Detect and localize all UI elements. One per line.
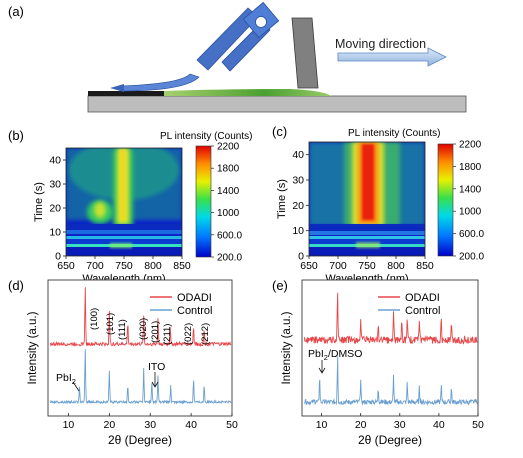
panel-a: (a) Moving direction [8, 1, 467, 113]
x-tick-label: 20 [355, 419, 367, 431]
wet-film [164, 89, 332, 96]
x-tick-label: 50 [226, 419, 238, 431]
heatmap-c [309, 142, 425, 256]
y-tick-label: 40 [49, 155, 61, 167]
peak-labels-d: (100) (101) (111) (020) (201) (211) (022… [89, 308, 211, 345]
axis-e: 10 20 30 40 50 2θ (Degree) Intensity (a.u.) [281, 311, 484, 447]
peak-label-020: (020) [138, 318, 149, 340]
colorbar-tick-label: 1000 [459, 207, 482, 218]
annotation-pbi2-d: PbI2 [56, 372, 76, 386]
y-axis-label: Intensity (a.u.) [27, 311, 39, 384]
colorbar-tick-label: 2200 [217, 142, 240, 153]
y-tick-label: 20 [292, 200, 304, 212]
x-tick-label: 800 [387, 260, 405, 272]
panel-e: (e) ODADI Control PbI2/DMSO 10 20 30 40 50 2θ… [272, 278, 484, 447]
x-tick-label: 10 [63, 419, 75, 431]
heatmap-b [66, 148, 182, 256]
panel-b-label: (b) [8, 128, 24, 143]
y-tick-label: 10 [292, 225, 304, 237]
y-tick-label: 20 [49, 203, 61, 215]
x-tick-label: 850 [173, 260, 191, 272]
xrd-plot-e [303, 292, 478, 407]
colorbar-c-ticks: 2200 1800 1400 1000 600.0 200.0 [453, 140, 484, 263]
x-tick-label: 650 [57, 260, 75, 272]
x-tick-label: 50 [472, 419, 484, 431]
x-tick-label: 650 [300, 260, 318, 272]
x-tick-label: 800 [144, 260, 162, 272]
x-tick-label: 700 [86, 260, 104, 272]
y-tick-label: 10 [49, 227, 61, 239]
colorbar-tick-label: 200.0 [459, 252, 484, 263]
peak-label-022: (022) [183, 323, 194, 345]
x-tick-label: 700 [329, 260, 347, 272]
colorbar-tick-label: 600.0 [459, 229, 484, 240]
y-tick-label: 0 [55, 251, 61, 263]
peak-label-100: (100) [89, 308, 100, 330]
x-tick-label: 850 [416, 260, 434, 272]
colorbar-b-title: PL intensity (Counts) [160, 131, 252, 142]
colorbar-tick-label: 1400 [217, 186, 240, 197]
y-axis-label: Intensity (a.u.) [281, 311, 293, 384]
colorbar-tick-label: 200.0 [217, 253, 242, 264]
series-control [50, 349, 232, 405]
colorbar-b-ticks: 2200 1800 1400 1000 600.0 200.0 [211, 142, 242, 264]
panel-a-label: (a) [8, 4, 24, 19]
annotation-pbi2-dmso-e: PbI2/DMSO [308, 348, 362, 362]
x-tick-label: 750 [115, 260, 133, 272]
colorbar-tick-label: 600.0 [217, 230, 242, 241]
x-tick-label: 40 [185, 419, 197, 431]
panel-e-label: (e) [272, 278, 288, 293]
x-tick-label: 10 [316, 419, 328, 431]
peak-label-111: (111) [117, 319, 128, 340]
series-control [303, 356, 478, 407]
legend-d-odadi: ODADI [177, 292, 212, 304]
colorbar-c-title: PL intensity (Counts) [348, 128, 440, 139]
y-tick-label: 0 [298, 251, 304, 263]
moving-direction-arrow [337, 47, 447, 67]
series-odadi [50, 287, 232, 348]
colorbar-tick-label: 1800 [217, 164, 240, 175]
x-tick-label: 30 [144, 419, 156, 431]
x-tick-label: 20 [103, 419, 115, 431]
colorbar-tick-label: 2200 [459, 140, 482, 151]
substrate [87, 95, 467, 113]
legend-e-control: Control [405, 305, 440, 317]
colorbar-tick-label: 1800 [459, 162, 482, 173]
x-tick-label: 30 [394, 419, 406, 431]
panel-c-label: (c) [272, 124, 287, 139]
y-axis-label: Time (s) [276, 179, 288, 219]
y-tick-label: 40 [292, 149, 304, 161]
x-tick-label: 750 [358, 260, 376, 272]
legend-e-odadi: ODADI [405, 292, 440, 304]
colorbar-b [195, 145, 212, 258]
colorbar-tick-label: 1000 [217, 208, 240, 219]
colorbar-tick-label: 1400 [459, 184, 482, 195]
y-axis-label: Time (s) [33, 182, 45, 222]
y-tick-label: 30 [49, 179, 61, 191]
peak-label-201: (201) [150, 321, 161, 343]
x-axis-label: 2θ (Degree) [108, 433, 172, 447]
y-tick-label: 30 [292, 175, 304, 187]
axis-d: 10 20 30 40 50 2θ (Degree) Intensity (a.u.) [27, 311, 238, 447]
coating-head [110, 1, 280, 92]
peak-label-101: (101) [105, 313, 116, 335]
peak-label-212: (212) [200, 323, 211, 345]
peak-label-211: (211) [162, 324, 173, 345]
series-odadi [303, 292, 478, 345]
annotation-ito-d: ITO [148, 361, 165, 373]
blade [291, 17, 319, 89]
panel-d-label: (d) [8, 278, 24, 293]
xrd-plot-d [50, 287, 232, 405]
panel-d: (d) ODADI Control (100) (101) (111) (020… [8, 278, 238, 447]
moving-direction-label: Moving direction [335, 37, 426, 51]
x-tick-label: 40 [433, 419, 445, 431]
x-axis-label: 2θ (Degree) [358, 433, 422, 447]
ito-layer [88, 91, 168, 96]
colorbar-c [437, 143, 454, 257]
legend-d-control: Control [177, 305, 212, 317]
